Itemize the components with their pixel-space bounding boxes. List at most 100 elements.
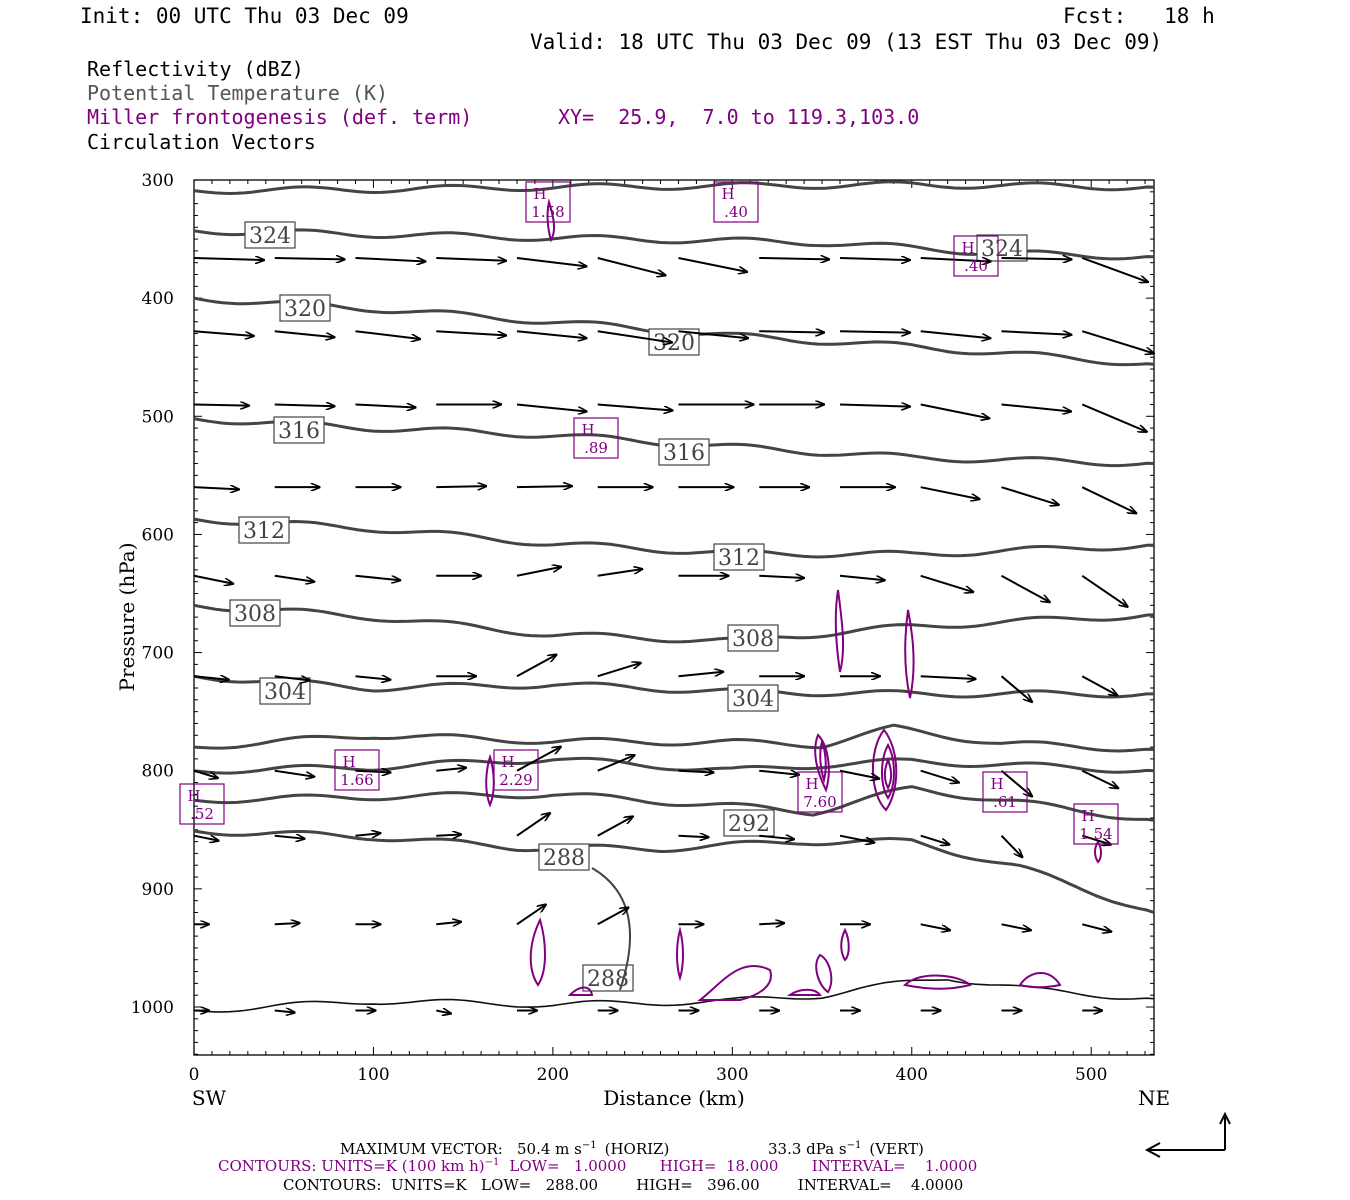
circulation-vector <box>436 1011 451 1014</box>
circulation-vector <box>274 923 300 924</box>
isentrope-label: 316 <box>658 438 710 466</box>
svg-text:H: H <box>990 775 1003 793</box>
frontogenesis-max-label: H1.58 <box>525 181 571 223</box>
frontogenesis-contour <box>834 589 845 673</box>
circulation-vector <box>1000 574 1049 602</box>
svg-text:H: H <box>533 185 546 203</box>
y-tick-label: 500 <box>142 407 174 427</box>
y-tick-label: 1000 <box>131 998 174 1018</box>
svg-text:316: 316 <box>278 419 320 444</box>
forecast-hour: Fcst: 18 h <box>1063 4 1215 28</box>
svg-text:304: 304 <box>264 680 306 705</box>
y-tick-label: 900 <box>142 880 174 900</box>
frontogenesis-contour <box>546 198 556 243</box>
circulation-vector <box>597 908 629 926</box>
circulation-vector <box>759 923 784 924</box>
isentrope-label: 320 <box>648 328 700 356</box>
circulation-vector <box>516 256 586 266</box>
circulation-vector <box>839 331 910 332</box>
circulation-vector <box>678 836 708 837</box>
circulation-vector <box>839 769 879 779</box>
isentrope-line <box>193 517 1155 559</box>
svg-text:.89: .89 <box>584 439 608 457</box>
svg-text:.40: .40 <box>724 203 748 221</box>
svg-text:.61: .61 <box>993 793 1017 811</box>
svg-text:312: 312 <box>718 546 760 571</box>
frontogenesis-max-label: H2.29 <box>493 749 539 791</box>
svg-text:.52: .52 <box>190 805 214 823</box>
svg-text:2.29: 2.29 <box>499 771 532 789</box>
circulation-vector <box>1081 257 1148 282</box>
circulation-vector <box>1081 923 1111 931</box>
circulation-vector <box>436 258 506 261</box>
frontogenesis-contour <box>881 742 895 800</box>
frontogenesis-max-label: H.89 <box>573 417 619 459</box>
x-tick-label: 500 <box>1075 1065 1107 1085</box>
y-tick-label: 400 <box>142 289 174 309</box>
svg-text:288: 288 <box>543 846 585 871</box>
frontogenesis-contour <box>1018 972 1062 989</box>
footer-max-vector-vert: 33.3 dPa s−1 (VERT) <box>768 1140 924 1158</box>
frontogenesis-contour <box>485 753 495 808</box>
circulation-vector <box>274 675 310 680</box>
svg-text:H: H <box>1081 807 1094 825</box>
x-tick-label: 300 <box>716 1065 748 1085</box>
plot-frame <box>193 179 1155 1056</box>
frontogenesis-contour <box>697 964 772 1001</box>
x-axis-title: Distance (km) <box>603 1086 745 1110</box>
isentrope-label: 288 <box>538 843 590 871</box>
circulation-vector <box>759 836 794 839</box>
svg-text:H: H <box>805 775 818 793</box>
y-tick-label: 600 <box>142 525 174 545</box>
circulation-vector <box>355 833 380 835</box>
circulation-vector <box>516 813 550 837</box>
isentrope-label: 308 <box>727 624 779 652</box>
svg-text:H: H <box>501 753 514 771</box>
x-tick-label: 400 <box>896 1065 928 1085</box>
circulation-vector <box>839 258 910 260</box>
isentrope-label: 288 <box>582 964 634 992</box>
circulation-vector <box>274 836 305 839</box>
svg-text:H: H <box>961 239 974 257</box>
circulation-vector <box>193 487 239 489</box>
circulation-vector <box>355 256 425 261</box>
circulation-vector <box>355 404 415 407</box>
circulation-vector <box>1000 675 1032 702</box>
circulation-vector <box>678 330 748 338</box>
frontogenesis-max-label: H.40 <box>953 235 999 277</box>
isentrope-label: 304 <box>727 684 779 712</box>
circulation-vector <box>839 404 910 406</box>
circulation-vector <box>193 330 254 336</box>
circulation-vector <box>759 258 829 259</box>
frontogenesis-max-label: H.61 <box>982 771 1028 813</box>
frontogenesis-max-label: H1.54 <box>1073 803 1119 845</box>
isentrope-label: 304 <box>259 677 311 705</box>
circulation-vector <box>839 834 874 843</box>
circulation-vector <box>920 834 950 845</box>
svg-text:320: 320 <box>284 297 326 322</box>
isentrope-line <box>193 603 1155 644</box>
circulation-vector <box>436 486 486 487</box>
circulation-vector <box>1081 574 1127 607</box>
legend-reflectivity: Reflectivity (dBZ) <box>87 57 304 81</box>
svg-text:316: 316 <box>663 441 705 466</box>
circulation-vector <box>1081 834 1111 845</box>
circulation-vector <box>355 330 420 339</box>
frontogenesis-contour <box>872 728 898 812</box>
circulation-vector <box>920 923 950 930</box>
svg-text:1.58: 1.58 <box>531 203 564 221</box>
svg-text:.40: .40 <box>964 257 988 275</box>
svg-text:320: 320 <box>653 331 695 356</box>
isentrope-line <box>193 723 1155 753</box>
svg-text:H: H <box>342 753 355 771</box>
frontogenesis-contour <box>815 953 833 994</box>
legend-potential-temperature: Potential Temperature (K) <box>87 81 389 105</box>
circulation-vector <box>355 676 390 679</box>
frontogenesis-contour <box>884 757 892 791</box>
isentrope-line <box>193 829 1155 914</box>
legend-circulation-vectors: Circulation Vectors <box>87 130 316 154</box>
circulation-vector <box>1001 330 1071 334</box>
footer-max-vector-horiz: 50.4 m s−1 (HORIZ) <box>517 1140 669 1158</box>
circulation-vector <box>516 567 561 577</box>
sw-endpoint-label: SW <box>192 1086 227 1110</box>
